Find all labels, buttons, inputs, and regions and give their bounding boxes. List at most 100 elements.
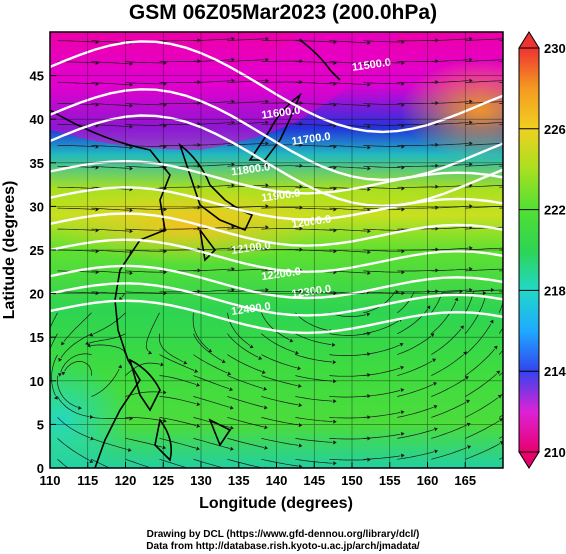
streamline bbox=[91, 145, 129, 148]
streamline-arrowhead bbox=[289, 338, 294, 343]
streamline bbox=[498, 301, 503, 313]
streamline-arrowhead bbox=[231, 183, 235, 188]
streamline bbox=[261, 375, 298, 387]
streamline bbox=[261, 333, 296, 353]
streamline bbox=[91, 165, 129, 169]
colorbar-max-arrow bbox=[518, 31, 540, 49]
colorbar-scale bbox=[518, 47, 540, 453]
streamline bbox=[261, 81, 299, 83]
streamline bbox=[193, 289, 231, 293]
streamline bbox=[227, 38, 265, 42]
streamline-arrowhead bbox=[127, 447, 132, 452]
streamline-arrowhead bbox=[295, 350, 299, 355]
y-tick-label: 35 bbox=[30, 156, 44, 171]
streamline bbox=[56, 375, 78, 408]
streamline bbox=[261, 186, 299, 188]
streamline-arrowhead bbox=[265, 57, 269, 62]
streamline-arrowhead bbox=[299, 142, 303, 147]
streamline bbox=[329, 458, 367, 461]
streamline-arrowhead bbox=[460, 325, 464, 330]
streamline bbox=[57, 186, 95, 189]
streamline bbox=[431, 143, 469, 146]
lat-lon-grid bbox=[49, 32, 503, 469]
streamline bbox=[57, 417, 91, 439]
streamline bbox=[397, 291, 435, 293]
streamline bbox=[363, 124, 401, 127]
streamline-arrowhead bbox=[118, 364, 123, 369]
streamline-arrowhead bbox=[39, 353, 43, 357]
streamline bbox=[431, 289, 469, 293]
streamline-arrowhead bbox=[367, 61, 371, 66]
streamline-arrowhead bbox=[231, 246, 235, 251]
streamline bbox=[465, 373, 498, 397]
streamline bbox=[329, 145, 367, 148]
streamline-arrowhead bbox=[503, 37, 506, 41]
streamline-arrowhead bbox=[58, 357, 63, 362]
streamline-arrowhead bbox=[503, 183, 506, 187]
streamline-arrowhead bbox=[503, 58, 506, 62]
streamline-arrowhead bbox=[400, 431, 405, 437]
streamline bbox=[397, 335, 432, 355]
x-tick-label: 120 bbox=[115, 473, 137, 488]
streamline bbox=[159, 458, 189, 468]
streamline bbox=[159, 207, 197, 209]
streamline-arrowhead bbox=[299, 247, 303, 252]
wind-streamlines bbox=[39, 36, 506, 468]
streamline bbox=[261, 60, 299, 62]
streamline-arrowhead bbox=[90, 436, 95, 441]
map-plot-area: 11500.0 11600.0 11700.0 11800.0 11900.0 12000… bbox=[39, 32, 506, 468]
streamline-arrowhead bbox=[129, 124, 134, 129]
streamline-arrowhead bbox=[298, 423, 303, 428]
streamline-arrowhead bbox=[231, 78, 235, 83]
streamline bbox=[329, 270, 367, 274]
streamline bbox=[125, 417, 163, 422]
streamline bbox=[91, 61, 129, 65]
streamline bbox=[91, 103, 129, 106]
streamline bbox=[64, 361, 92, 376]
streamline bbox=[329, 416, 367, 419]
streamline-arrowhead bbox=[129, 82, 134, 87]
streamline bbox=[193, 101, 231, 104]
colorbar-tick-label: 226 bbox=[544, 122, 566, 137]
streamline-arrowhead bbox=[400, 410, 405, 415]
streamline-arrowhead bbox=[503, 162, 506, 166]
streamline bbox=[397, 429, 435, 439]
streamline bbox=[397, 207, 435, 209]
colorbar-tick-label: 210 bbox=[544, 445, 566, 460]
streamline-arrowhead bbox=[333, 379, 337, 384]
height-contour-label: 12100.0 bbox=[231, 240, 272, 257]
streamline-arrowhead bbox=[230, 446, 234, 451]
x-tick-label: 135 bbox=[228, 473, 250, 488]
streamline bbox=[465, 185, 503, 188]
warm-band bbox=[50, 185, 330, 265]
streamline bbox=[159, 81, 197, 84]
streamline bbox=[125, 228, 163, 231]
streamline bbox=[431, 354, 465, 376]
streamline bbox=[397, 60, 435, 63]
streamline bbox=[329, 165, 367, 169]
streamline bbox=[50, 333, 58, 351]
streamline bbox=[227, 59, 265, 62]
streamline bbox=[159, 438, 196, 449]
streamline bbox=[397, 186, 435, 188]
streamline-arrowhead bbox=[265, 225, 269, 230]
streamline bbox=[227, 80, 265, 83]
streamline bbox=[261, 458, 299, 467]
streamline bbox=[329, 438, 367, 440]
streamline-arrowhead bbox=[61, 371, 66, 376]
streamline bbox=[329, 333, 367, 336]
streamline bbox=[261, 165, 299, 167]
streamline-arrowhead bbox=[503, 204, 506, 208]
streamline bbox=[431, 226, 469, 230]
streamline bbox=[431, 328, 462, 355]
streamline bbox=[125, 103, 163, 106]
streamline-arrowhead bbox=[367, 187, 371, 192]
streamline bbox=[363, 344, 400, 355]
streamline bbox=[125, 270, 163, 273]
streamline bbox=[397, 270, 435, 272]
streamline bbox=[57, 207, 95, 210]
streamline bbox=[431, 447, 468, 460]
streamline bbox=[159, 144, 197, 146]
streamline-arrowhead bbox=[299, 289, 303, 294]
